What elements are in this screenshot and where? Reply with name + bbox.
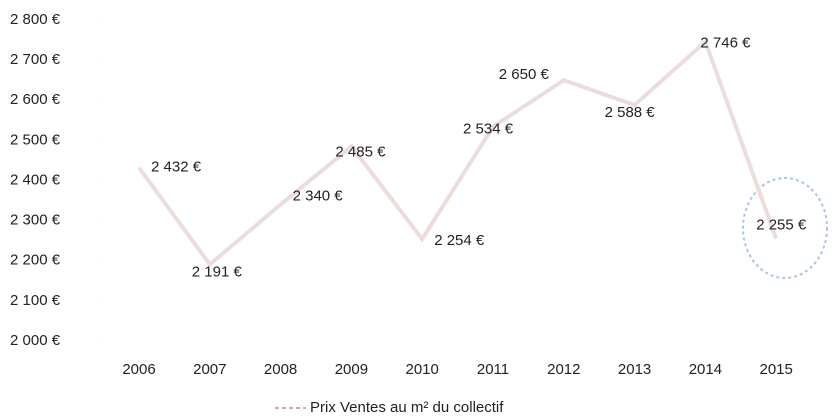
- y-tick-label: 2 400 €: [10, 171, 61, 188]
- y-tick-label: 2 200 €: [10, 252, 61, 269]
- y-tick-label: 2 800 €: [10, 11, 61, 28]
- y-tick-label: 2 300 €: [10, 212, 61, 229]
- data-label: 2 588 €: [605, 104, 656, 121]
- x-tick-label: 2008: [264, 361, 297, 378]
- legend-label: Prix Ventes au m² du collectif: [310, 399, 504, 416]
- data-label: 2 485 €: [335, 143, 386, 160]
- x-tick-label: 2012: [547, 361, 580, 378]
- x-tick-label: 2014: [689, 361, 722, 378]
- y-tick-label: 2 100 €: [10, 292, 61, 309]
- x-tick-label: 2013: [618, 361, 651, 378]
- data-label: 2 255 €: [756, 217, 807, 234]
- data-label: 2 534 €: [463, 121, 514, 138]
- y-tick-label: 2 500 €: [10, 131, 61, 148]
- data-label: 2 746 €: [700, 35, 751, 52]
- data-label: 2 191 €: [192, 263, 243, 280]
- data-label: 2 340 €: [293, 188, 344, 205]
- x-tick-label: 2006: [122, 361, 155, 378]
- x-tick-label: 2007: [193, 361, 226, 378]
- data-label: 2 432 €: [151, 159, 202, 176]
- y-tick-label: 2 000 €: [10, 332, 61, 349]
- y-tick-label: 2 700 €: [10, 51, 61, 68]
- x-tick-label: 2010: [406, 361, 439, 378]
- data-label: 2 650 €: [499, 66, 550, 83]
- x-tick-label: 2009: [335, 361, 368, 378]
- data-label: 2 254 €: [434, 232, 485, 249]
- line: [137, 38, 779, 268]
- y-tick-label: 2 600 €: [10, 91, 61, 108]
- x-tick-label: 2011: [477, 361, 509, 378]
- x-tick-label: 2015: [760, 361, 793, 378]
- stamp: [742, 177, 828, 279]
